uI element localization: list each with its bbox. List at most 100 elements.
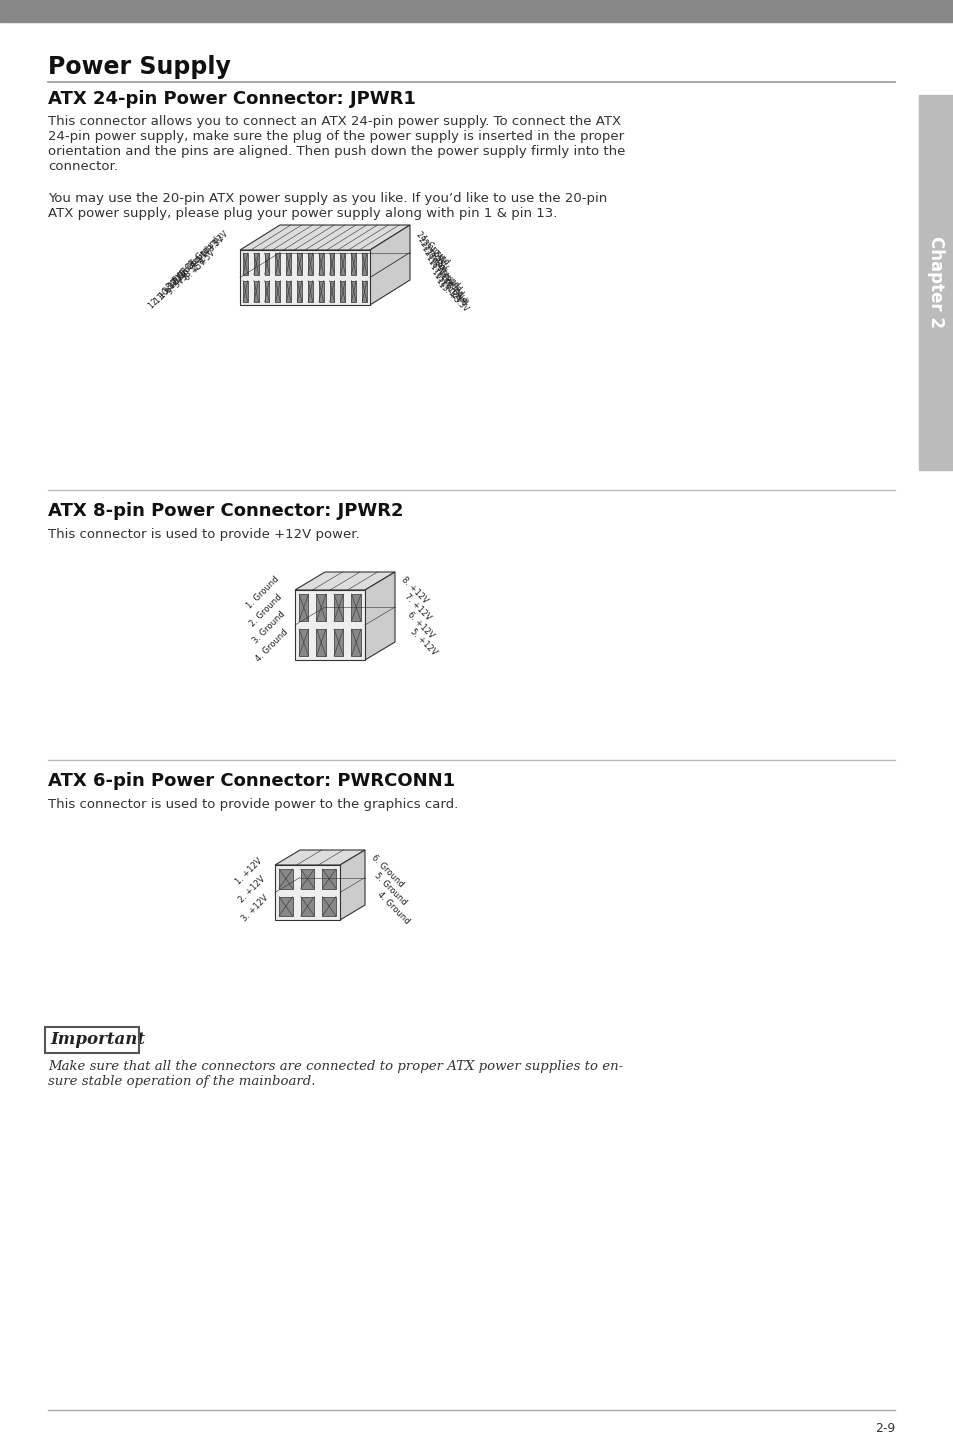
Bar <box>253 281 258 302</box>
Text: 23: +5V: 23: +5V <box>416 235 445 263</box>
Bar <box>351 253 355 275</box>
Text: 2. +12V: 2. +12V <box>236 875 267 905</box>
Polygon shape <box>294 590 365 660</box>
Text: MS-7640: MS-7640 <box>829 4 884 19</box>
Polygon shape <box>370 225 410 305</box>
Text: Power Supply: Power Supply <box>48 54 231 79</box>
Bar <box>264 281 269 302</box>
Bar <box>316 594 326 621</box>
Bar <box>275 253 280 275</box>
Text: 3: Ground: 3: Ground <box>188 235 221 269</box>
Bar <box>253 253 258 275</box>
Bar <box>351 594 360 621</box>
Text: Important: Important <box>50 1031 145 1048</box>
Bar <box>286 253 291 275</box>
Bar <box>278 896 293 916</box>
Text: 1: +3.3V: 1: +3.3V <box>200 229 231 259</box>
Text: 14: -12V: 14: -12V <box>435 276 463 305</box>
Text: ATX 24-pin Power Connector: JPWR1: ATX 24-pin Power Connector: JPWR1 <box>48 90 416 107</box>
Bar <box>308 253 313 275</box>
Polygon shape <box>294 571 395 590</box>
Bar <box>330 281 335 302</box>
Text: 5. +12V: 5. +12V <box>409 627 438 657</box>
Bar <box>296 253 302 275</box>
Bar <box>278 869 293 888</box>
Bar <box>318 253 323 275</box>
Bar <box>243 281 248 302</box>
Text: 8: PWROK: 8: PWROK <box>165 258 198 292</box>
Text: 17: Ground: 17: Ground <box>429 262 465 299</box>
Bar <box>918 95 953 470</box>
Text: 5: Ground: 5: Ground <box>178 245 212 278</box>
Text: 22: +5V: 22: +5V <box>418 239 447 268</box>
Text: 2-9: 2-9 <box>874 1422 894 1432</box>
Bar <box>316 629 326 656</box>
Bar <box>330 253 335 275</box>
Bar <box>340 253 345 275</box>
Text: 1. Ground: 1. Ground <box>245 574 281 610</box>
Bar <box>286 281 291 302</box>
Text: 20: Res: 20: Res <box>422 248 449 275</box>
Text: 4. Ground: 4. Ground <box>375 889 412 925</box>
Bar <box>351 629 360 656</box>
Text: This connector is used to provide +12V power.: This connector is used to provide +12V p… <box>48 528 359 541</box>
Polygon shape <box>240 225 410 251</box>
Polygon shape <box>365 571 395 660</box>
Bar <box>298 629 308 656</box>
Polygon shape <box>240 251 370 305</box>
Text: 11: +12V: 11: +12V <box>153 274 184 305</box>
Bar <box>318 281 323 302</box>
Text: This connector allows you to connect an ATX 24-pin power supply. To connect the : This connector allows you to connect an … <box>48 115 625 173</box>
Text: 15: Ground: 15: Ground <box>433 271 469 308</box>
Bar <box>296 281 302 302</box>
Text: 5. Ground: 5. Ground <box>373 871 409 906</box>
Bar <box>275 281 280 302</box>
Bar <box>340 281 345 302</box>
Text: Chapter 2: Chapter 2 <box>926 236 944 328</box>
Bar <box>300 869 314 888</box>
Bar <box>308 281 313 302</box>
Text: 4. Ground: 4. Ground <box>253 627 290 663</box>
Text: 19: Ground: 19: Ground <box>424 253 461 289</box>
Text: 7. +12V: 7. +12V <box>402 593 433 623</box>
Polygon shape <box>274 851 365 865</box>
Text: 10: +12V: 10: +12V <box>157 269 189 301</box>
Text: ATX 6-pin Power Connector: PWRCONN1: ATX 6-pin Power Connector: PWRCONN1 <box>48 772 455 790</box>
Text: 24: Ground: 24: Ground <box>415 231 451 266</box>
Text: 21: +5V: 21: +5V <box>420 243 449 272</box>
Text: 3. +12V: 3. +12V <box>239 892 270 924</box>
Text: 6. +12V: 6. +12V <box>406 610 436 640</box>
Text: 1. +12V: 1. +12V <box>233 856 264 886</box>
Text: 7: Ground: 7: Ground <box>170 253 203 286</box>
Text: 3. Ground: 3. Ground <box>251 610 287 646</box>
Bar <box>334 629 343 656</box>
Bar <box>322 896 335 916</box>
Bar <box>334 594 343 621</box>
Bar <box>0 0 953 21</box>
Text: 9: 5VSB: 9: 5VSB <box>166 269 193 296</box>
Bar <box>300 896 314 916</box>
Bar <box>362 253 367 275</box>
Text: 8. +12V: 8. +12V <box>399 576 430 606</box>
Text: Make sure that all the connectors are connected to proper ATX power supplies to : Make sure that all the connectors are co… <box>48 1060 622 1088</box>
Text: 6. Ground: 6. Ground <box>370 853 405 889</box>
Text: 16: PS_ON#: 16: PS_ON# <box>431 266 469 305</box>
Text: 6: +5V: 6: +5V <box>182 258 208 282</box>
Text: 18: Ground: 18: Ground <box>427 258 463 294</box>
Polygon shape <box>339 851 365 919</box>
Text: ATX 8-pin Power Connector: JPWR2: ATX 8-pin Power Connector: JPWR2 <box>48 503 403 520</box>
Text: This connector is used to provide power to the graphics card.: This connector is used to provide power … <box>48 798 457 811</box>
Text: You may use the 20-pin ATX power supply as you like. If you’d like to use the 20: You may use the 20-pin ATX power supply … <box>48 192 607 221</box>
Bar <box>362 281 367 302</box>
Text: 12: +3.3V: 12: +3.3V <box>147 276 180 309</box>
Bar <box>264 253 269 275</box>
Polygon shape <box>274 865 339 919</box>
Bar <box>298 594 308 621</box>
Bar <box>322 869 335 888</box>
Text: 2. Ground: 2. Ground <box>248 593 284 629</box>
Text: 13: +3.3V: 13: +3.3V <box>436 281 470 314</box>
Text: 2: +3.3V: 2: +3.3V <box>195 235 226 263</box>
Bar <box>243 253 248 275</box>
Text: 4: +5V: 4: +5V <box>192 248 216 274</box>
Bar <box>351 281 355 302</box>
